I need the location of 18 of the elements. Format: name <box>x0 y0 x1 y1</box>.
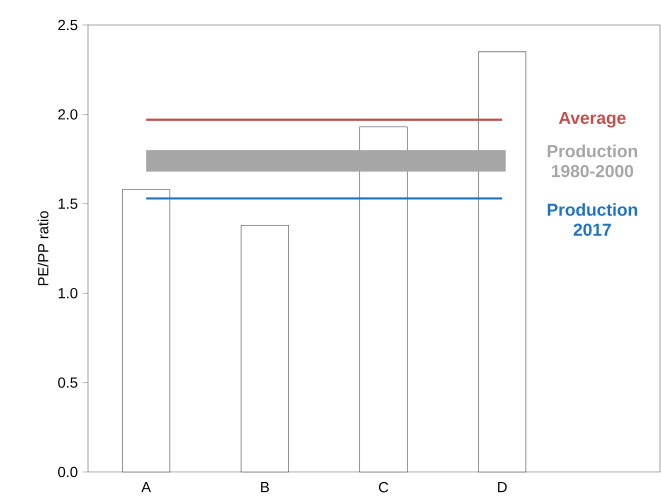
y-tick-label: 1.5 <box>58 198 78 209</box>
ref-line-label: Average <box>558 112 626 128</box>
ref-line-label: Production 2017 <box>548 203 638 236</box>
y-axis-title: PE/PP ratio <box>38 211 48 286</box>
x-tick-label: A <box>141 482 152 492</box>
bar <box>478 52 526 472</box>
y-tick-label: 2.0 <box>58 109 78 120</box>
bar <box>122 189 170 472</box>
bar <box>240 224 289 472</box>
y-tick-label: 2.5 <box>58 20 78 30</box>
band-label: Production 1980-2000 <box>548 144 638 178</box>
x-tick-label: C <box>378 482 388 492</box>
x-tick-label: D <box>498 482 507 492</box>
y-tick-label: 0.0 <box>58 466 78 478</box>
y-tick-label: 0.5 <box>58 377 78 388</box>
y-tick-label: 1.0 <box>58 288 78 298</box>
bar <box>359 126 408 472</box>
x-tick-label: B <box>261 482 269 492</box>
